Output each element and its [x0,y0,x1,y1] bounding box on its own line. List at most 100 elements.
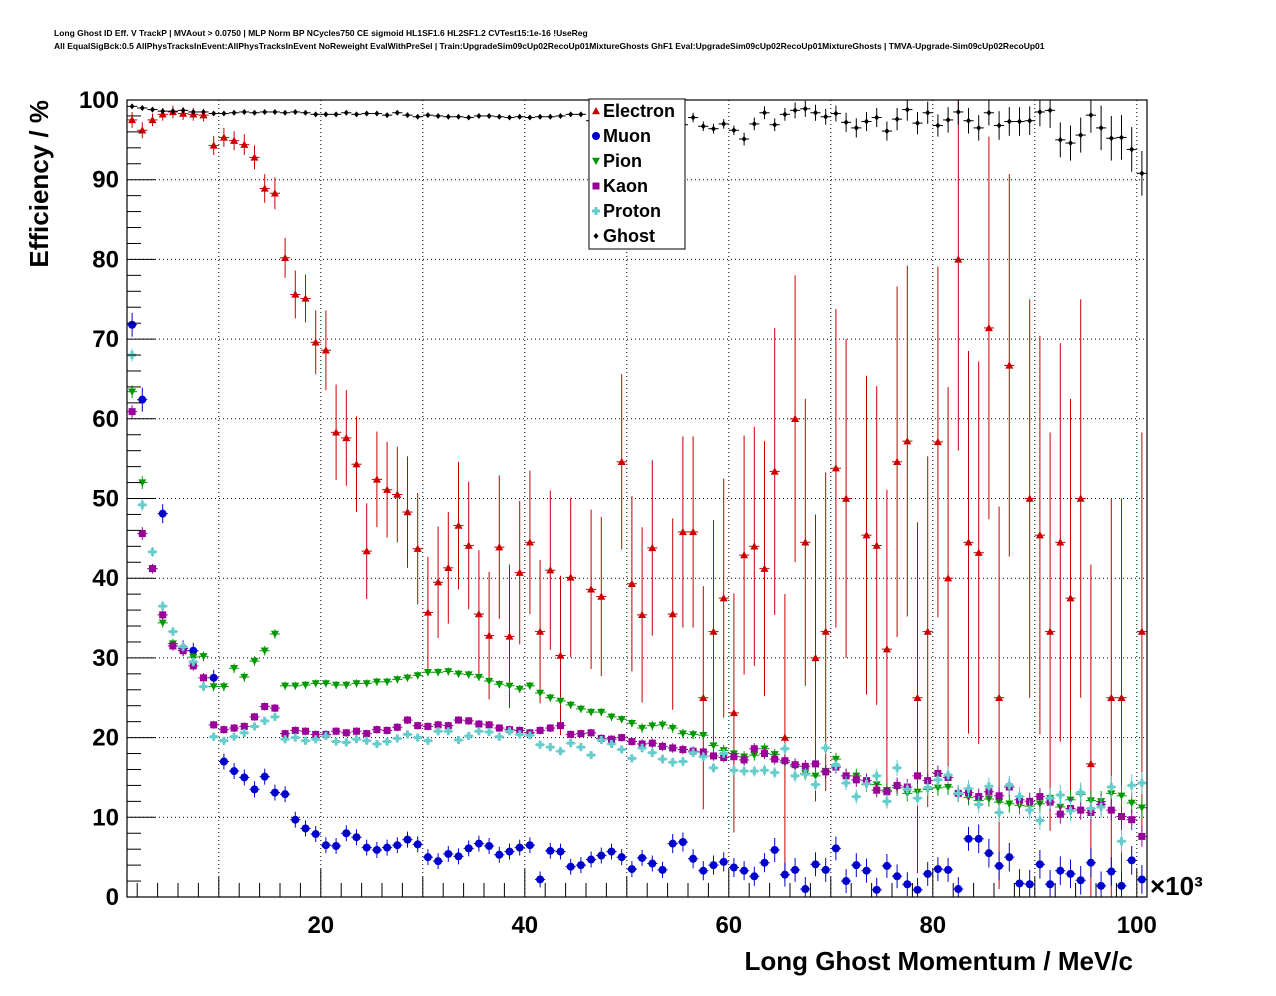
ghost-data-point [364,110,370,117]
ghost-data-point [354,111,359,118]
kaon-data-point [1077,806,1085,814]
ghost-data-point [1139,170,1145,177]
muon-data-point [1035,860,1044,869]
proton-data-point [862,779,871,788]
pion-data-point [270,630,279,638]
ghost-data-point [282,109,288,116]
y-axis-title: Efficiency / % [24,100,54,268]
ghost-data-point [221,110,227,117]
electron-data-point [587,585,596,593]
pion-data-point [536,689,545,697]
ghost-data-point [731,127,737,134]
pion-data-point [250,657,259,666]
proton-data-point [638,743,647,752]
proton-data-point [1117,837,1126,846]
muon-data-point [1137,875,1146,884]
ghost-data-point [333,111,339,118]
muon-data-point [536,875,545,884]
kaon-data-point [587,729,595,737]
pion-data-point [291,682,300,690]
kaon-data-point [750,745,758,753]
pion-data-point [158,619,167,627]
electron-data-point [423,608,432,616]
kaon-data-point [679,746,687,754]
electron-data-point [627,579,636,587]
proton-data-point [801,770,810,779]
kaon-data-point [812,760,819,768]
proton-data-point [791,771,800,780]
kaon-data-point [1118,813,1125,821]
muon-data-point [495,850,504,859]
proton-data-point [1056,790,1065,799]
electron-data-point [260,184,269,192]
electron-data-point [128,115,137,124]
y-tick-label: 70 [92,326,119,353]
ghost-data-point [466,114,472,121]
kaon-data-point [363,730,371,738]
kaon-data-point [169,642,177,650]
kaon-data-point [332,727,340,735]
kaon-data-point [210,721,218,729]
pion-data-point [219,683,228,691]
muon-data-point [597,851,606,860]
proton-data-point [158,602,167,611]
electron-data-point [434,578,443,586]
ghost-data-point [272,108,278,115]
ghost-data-point [292,108,298,115]
proton-data-point [1137,779,1146,788]
muon-data-point [209,673,218,682]
electron-data-point [933,437,942,446]
kaon-data-point [761,750,768,758]
ghost-data-point [129,103,135,110]
proton-data-point [719,749,728,758]
proton-data-point [576,743,585,752]
proton-data-point [556,747,565,756]
kaon-data-point [669,744,677,752]
proton-data-point [546,743,555,752]
ghost-data-point [853,124,859,131]
ghost-data-point [772,121,778,128]
kaon-data-point [230,724,238,732]
electron-data-point [842,494,851,502]
pion-data-point [1127,799,1136,807]
legend-label-proton: Proton [603,201,661,221]
muon-data-point [842,877,851,886]
electron-data-point [770,467,779,475]
ghost-data-point [568,111,574,118]
y-tick-label: 20 [92,725,119,752]
muon-data-point [872,885,881,894]
ghost-data-point [211,110,217,117]
muon-data-point [587,855,596,864]
electron-data-point [617,457,626,466]
proton-data-point [383,737,392,746]
pion-data-point [597,708,606,717]
electron-data-point [668,610,677,618]
plot-title-line-1: Long Ghost ID Eff. V TrackP | MVAout > 0… [54,28,588,38]
proton-data-point [627,754,636,763]
pion-data-point [607,713,616,721]
electron-data-point [219,133,228,141]
electron-data-point [342,433,351,442]
kaon-data-point [424,722,432,730]
muon-data-point [566,862,575,871]
electron-data-point [413,544,422,552]
muon-data-point [1005,853,1014,862]
muon-data-point [219,757,228,766]
proton-data-point [209,732,218,741]
proton-data-point [464,732,473,741]
kaon-data-point [648,739,656,747]
electron-data-point [393,490,402,498]
ghost-data-point [415,113,421,120]
ghost-data-point [711,125,716,132]
muon-data-point [974,834,983,843]
proton-data-point [780,744,789,753]
kaon-data-point [1107,806,1115,814]
muon-data-point [944,865,953,874]
pion-data-point [311,680,320,688]
legend-label-pion: Pion [603,151,642,171]
x-tick-label: 60 [715,912,742,939]
series-proton [127,348,1147,853]
kaon-data-point [220,726,228,734]
electron-data-point [250,153,259,161]
